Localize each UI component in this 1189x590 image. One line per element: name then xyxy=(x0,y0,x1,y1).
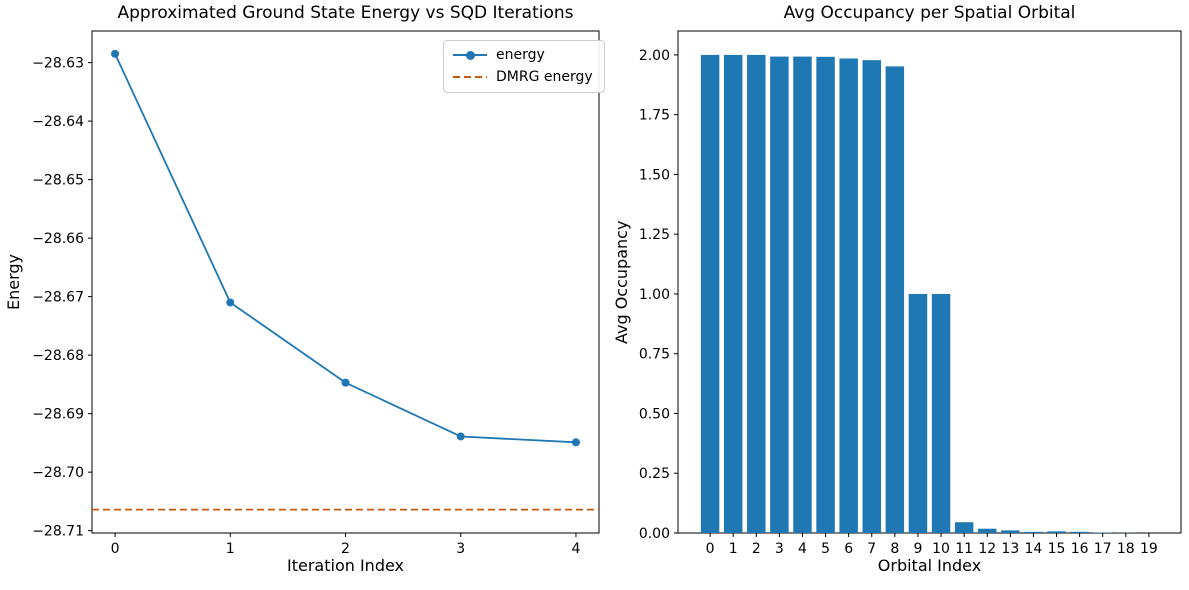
bar-orbital-1 xyxy=(723,54,743,534)
svg-text:8: 8 xyxy=(890,541,899,557)
bar-orbital-12 xyxy=(977,528,997,533)
svg-text:0.25: 0.25 xyxy=(639,466,670,482)
svg-text:13: 13 xyxy=(1001,541,1019,557)
svg-text:−28.69: −28.69 xyxy=(32,407,84,423)
bar-orbital-11 xyxy=(954,522,974,533)
bar-orbital-0 xyxy=(700,54,720,534)
energy-marker-dot-icon xyxy=(465,50,475,60)
right-chart-yaxis-label: Avg Occupancy xyxy=(612,220,631,344)
y-axis-ticks: 0.00 0.25 0.50 0.75 1.00 1.25 1.50 1.75 2.00 xyxy=(639,48,678,542)
svg-text:3: 3 xyxy=(775,541,784,557)
data-point-marker xyxy=(456,432,465,441)
series-energy xyxy=(111,49,580,447)
svg-text:11: 11 xyxy=(955,541,973,557)
left-chart-title: Approximated Ground State Energy vs SQD … xyxy=(117,3,574,23)
data-point-marker xyxy=(571,438,580,447)
occupancy-bars xyxy=(700,54,1136,534)
svg-text:1.75: 1.75 xyxy=(639,108,670,124)
svg-text:−28.67: −28.67 xyxy=(32,290,84,306)
svg-text:9: 9 xyxy=(913,541,922,557)
energy-line-chart: −28.63 −28.64 −28.65 −28.66 −28.67 −28.68 −28.… xyxy=(32,30,600,557)
svg-text:4: 4 xyxy=(571,541,580,557)
bar-orbital-3 xyxy=(770,56,789,533)
svg-text:12: 12 xyxy=(978,541,996,557)
svg-text:0.00: 0.00 xyxy=(639,526,670,542)
svg-text:−28.64: −28.64 xyxy=(32,114,84,130)
svg-text:0: 0 xyxy=(111,541,120,557)
axes-frame xyxy=(677,30,1182,534)
left-chart-yaxis-label: Energy xyxy=(4,254,23,311)
bar-orbital-16 xyxy=(1070,531,1089,533)
svg-text:1: 1 xyxy=(729,541,738,557)
y-axis-ticks: −28.63 −28.64 −28.65 −28.66 −28.67 −28.68 −28.… xyxy=(32,56,92,540)
legend-label-energy: energy xyxy=(496,47,545,63)
bar-orbital-15 xyxy=(1047,531,1066,533)
svg-text:−28.70: −28.70 xyxy=(32,465,84,481)
svg-text:2: 2 xyxy=(341,541,350,557)
left-chart-xaxis-label: Iteration Index xyxy=(287,556,404,575)
x-axis-ticks: 0 1 2 3 4 5 6 7 8 9 10 11 12 13 14 15 16 17 18 19 xyxy=(706,533,1158,557)
svg-text:5: 5 xyxy=(821,541,830,557)
bar-orbital-6 xyxy=(839,58,858,533)
bar-orbital-8 xyxy=(885,66,905,533)
svg-text:−28.63: −28.63 xyxy=(32,56,84,72)
dmrg-dashed-line-sample-icon xyxy=(453,76,487,79)
svg-text:−28.71: −28.71 xyxy=(32,524,84,540)
svg-text:2.00: 2.00 xyxy=(639,48,670,64)
svg-text:0: 0 xyxy=(706,541,715,557)
svg-text:−28.68: −28.68 xyxy=(32,348,84,364)
svg-text:2: 2 xyxy=(752,541,761,557)
data-point-marker xyxy=(111,49,120,58)
svg-text:15: 15 xyxy=(1048,541,1066,557)
svg-text:4: 4 xyxy=(798,541,807,557)
svg-text:1: 1 xyxy=(226,541,235,557)
data-point-marker xyxy=(341,378,350,387)
svg-text:0.50: 0.50 xyxy=(639,406,670,422)
svg-text:16: 16 xyxy=(1071,541,1089,557)
right-chart-xaxis-label: Orbital Index xyxy=(877,556,982,575)
svg-text:7: 7 xyxy=(867,541,876,557)
bar-orbital-14 xyxy=(1024,531,1043,533)
axes-frame xyxy=(91,30,600,534)
x-axis-ticks: 0 1 2 3 4 xyxy=(111,533,580,557)
bar-orbital-9 xyxy=(908,293,928,533)
occupancy-bar-chart: 0.000.250.500.751.001.251.501.752.000 1 2 3… xyxy=(639,30,1182,557)
bar-orbital-13 xyxy=(1001,530,1020,533)
svg-text:−28.65: −28.65 xyxy=(32,173,84,189)
svg-text:19: 19 xyxy=(1140,541,1158,557)
svg-text:10: 10 xyxy=(932,541,950,557)
svg-text:6: 6 xyxy=(844,541,853,557)
chart-legend: energy DMRG energy xyxy=(443,40,605,94)
svg-text:−28.66: −28.66 xyxy=(32,231,84,247)
bar-orbital-4 xyxy=(793,56,812,533)
svg-text:1.50: 1.50 xyxy=(639,167,670,183)
right-chart-title: Avg Occupancy per Spatial Orbital xyxy=(783,3,1076,23)
legend-entry-energy: energy xyxy=(453,47,593,63)
svg-text:17: 17 xyxy=(1094,541,1112,557)
bar-orbital-10 xyxy=(931,293,951,533)
svg-text:14: 14 xyxy=(1025,541,1043,557)
svg-text:1.25: 1.25 xyxy=(639,227,670,243)
legend-entry-dmrg: DMRG energy xyxy=(453,69,593,85)
svg-text:1.00: 1.00 xyxy=(639,287,670,303)
svg-text:3: 3 xyxy=(456,541,465,557)
data-point-marker xyxy=(226,298,235,307)
bar-orbital-2 xyxy=(747,54,766,534)
legend-label-dmrg: DMRG energy xyxy=(496,69,593,86)
svg-text:18: 18 xyxy=(1117,541,1135,557)
svg-text:0.75: 0.75 xyxy=(639,347,670,363)
bar-orbital-7 xyxy=(862,60,882,533)
energy-line-sample-icon xyxy=(453,50,487,60)
bar-orbital-5 xyxy=(816,56,835,534)
